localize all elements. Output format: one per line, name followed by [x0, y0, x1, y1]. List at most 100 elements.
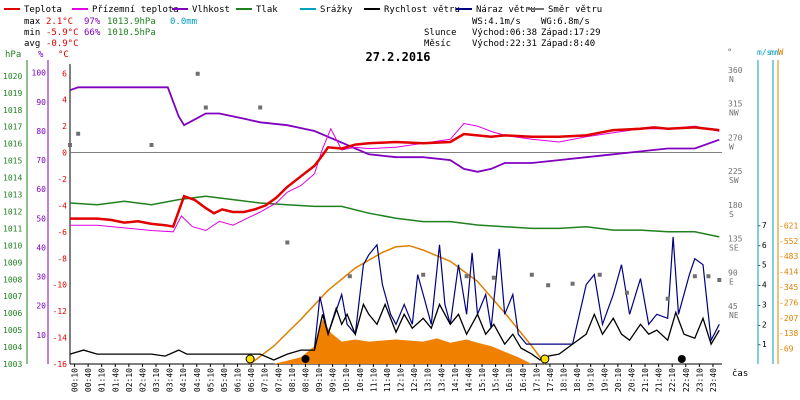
wind-dir-mark-19 [717, 278, 722, 282]
pct-tick-9: 100 [32, 69, 47, 78]
solar-radiation-area [273, 319, 532, 364]
legend-label-0: Teplota [24, 5, 62, 15]
degc-tick-8: -10 [53, 281, 68, 290]
pressure-line [69, 195, 720, 238]
x-tick-label-33: 16:40 [519, 368, 528, 392]
wind-dir-mark-0 [68, 143, 72, 147]
wind-dir-mark-2 [149, 143, 154, 147]
astro-block: WS:4.1m/s WG:6.8m/s Slunce Východ:06:38 … [424, 17, 601, 49]
unit-hpa: hPa [5, 50, 21, 60]
legend-label-2: Vlhkost [192, 5, 230, 15]
moonset-marker [301, 355, 310, 363]
deg-tick-1: 315 [728, 100, 743, 109]
stat-min-label: min [24, 28, 40, 38]
x-tick-label-40: 20:10 [614, 368, 623, 392]
legend-label-5: Rychlost větru [384, 5, 460, 15]
wind-dir-mark-6 [285, 240, 290, 245]
x-tick-label-23: 11:40 [383, 368, 392, 392]
pct-tick-0: 10 [36, 331, 46, 340]
legend-label-4: Srážky [320, 5, 353, 15]
x-tick-label-38: 19:10 [587, 368, 596, 392]
x-tick-label-1: 00:40 [84, 368, 93, 392]
x-tick-label-30: 15:10 [478, 368, 487, 392]
stats-block: max 2.1°C 97% 1013.9hPa 0.0mm min -5.9°C… [24, 17, 197, 49]
degc-tick-1: 4 [62, 96, 67, 105]
degc-tick-5: -4 [57, 201, 67, 210]
hpa-tick-8: 1011 [3, 224, 22, 233]
stat-avg-temp: -0.9°C [46, 39, 79, 49]
x-tick-label-17: 08:40 [301, 368, 310, 392]
x-tick-label-44: 22:10 [668, 368, 677, 392]
x-tick-label-20: 10:10 [342, 368, 351, 392]
x-tick-label-26: 13:10 [424, 368, 433, 392]
unit-pct: % [38, 50, 44, 60]
hpa-tick-4: 1007 [3, 292, 22, 301]
unit-degc: °C [58, 50, 69, 60]
hpa-tick-2: 1005 [3, 326, 22, 335]
wind-dir-mark-15 [624, 290, 629, 295]
deg-tick-7: 45 [728, 302, 738, 311]
x-tick-label-32: 16:10 [505, 368, 514, 392]
sunrise-marker [245, 354, 255, 364]
hpa-tick-1: 1004 [3, 343, 22, 352]
legend-label-6: Náraz větru [476, 5, 536, 15]
hpa-tick-15: 1018 [3, 106, 22, 115]
wind-gust-stat: WG:6.8m/s [541, 17, 590, 27]
pct-tick-7: 80 [36, 127, 46, 136]
hpa-tick-9: 1012 [3, 207, 22, 216]
stat-min-temp: -5.9°C [46, 28, 79, 38]
x-tick-label-31: 15:40 [492, 368, 501, 392]
deg-tick-6: 90 [728, 268, 738, 277]
sunrise: Východ:06:38 [472, 28, 537, 38]
deg-tick-0: 360 [728, 66, 743, 75]
stat-max-temp: 2.1°C [46, 17, 73, 27]
w-tick-8: -621 [779, 221, 798, 230]
w-tick-1: -138 [779, 329, 798, 338]
wind-speed-line [69, 302, 720, 361]
deg-tick-2: 270 [728, 133, 743, 142]
x-tick-label-45: 22:40 [682, 368, 691, 392]
degc-tick-3: 0 [62, 149, 67, 158]
wind-dir-mark-14 [597, 272, 602, 277]
sun-curve [249, 244, 546, 365]
wind-dir-mark-7 [347, 274, 352, 279]
moonrise-marker [677, 355, 686, 363]
hpa-tick-0: 1003 [3, 360, 22, 369]
deg-dir-3: SW [729, 176, 739, 185]
hpa-tick-10: 1013 [3, 191, 22, 200]
hpa-tick-12: 1015 [3, 157, 22, 166]
moonrise: Východ:22:31 [472, 39, 537, 49]
x-tick-label-41: 20:40 [627, 368, 636, 392]
hpa-tick-16: 1019 [3, 89, 22, 98]
x-tick-label-3: 01:40 [111, 368, 120, 392]
hpa-tick-5: 1008 [3, 275, 22, 284]
wind-dir-mark-3 [195, 71, 200, 76]
x-tick-label-11: 05:40 [220, 368, 229, 392]
x-tick-label-12: 06:10 [234, 368, 243, 392]
legend-label-3: Tlak [256, 5, 278, 15]
sun-label: Slunce [424, 28, 457, 38]
wind-dir-mark-8 [421, 272, 426, 277]
humidity-line [69, 86, 720, 173]
x-tick-label-34: 17:10 [532, 368, 541, 392]
stat-max-label: max [24, 17, 41, 27]
legend-label-7: Směr větru [548, 5, 602, 15]
ms-tick-4: -5 [757, 261, 767, 270]
w-tick-4: -345 [779, 283, 798, 292]
x-tick-label-46: 23:10 [695, 368, 704, 392]
wind-dir-mark-10 [491, 275, 496, 280]
degc-tick-9: -12 [53, 307, 68, 316]
x-tick-label-8: 04:10 [179, 368, 188, 392]
unit-mm: mm [770, 48, 780, 57]
pct-tick-8: 90 [36, 98, 46, 107]
hpa-tick-7: 1010 [3, 241, 22, 250]
x-tick-label-5: 02:40 [138, 368, 147, 392]
x-tick-label-18: 09:10 [315, 368, 324, 392]
x-tick-label-0: 00:10 [71, 368, 80, 392]
wind-dir-mark-11 [529, 272, 534, 277]
deg-dir-1: NW [729, 109, 739, 118]
x-tick-label-29: 14:40 [464, 368, 473, 392]
degc-tick-4: -2 [57, 175, 67, 184]
